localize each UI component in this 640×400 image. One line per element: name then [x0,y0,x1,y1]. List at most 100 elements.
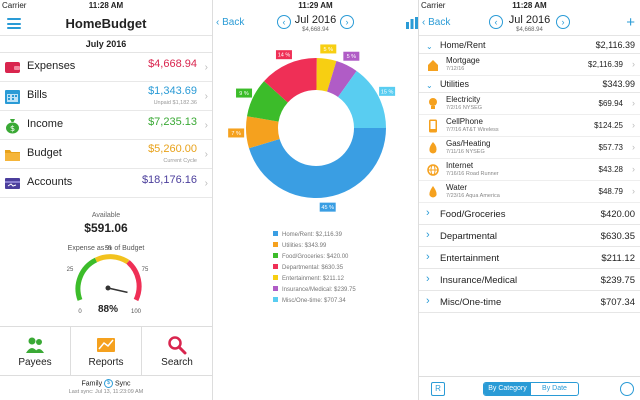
report-button[interactable]: R [431,382,445,396]
expense-item-row[interactable]: Electricity 7/2/16 NYSEG $69.94 › [419,93,640,115]
item-amount: $124.25 [594,121,623,130]
back-button[interactable]: ‹ Back [216,17,245,28]
month-label: July 2016 [0,36,212,53]
item-amount: $48.79 [598,187,623,196]
group-row[interactable]: › Departmental $630.35 [419,225,640,247]
group-row[interactable]: › Insurance/Medical $239.75 [419,269,640,291]
available-label: Available [91,212,121,219]
gauge-tick-25: 25 [67,267,74,273]
category-name: Accounts [27,176,73,188]
category-amount: $18,176.16 [141,174,197,186]
donut-slice-misc-one-time[interactable] [338,70,386,128]
slice-percent-text: 5 % [347,54,357,60]
expense-gauge: 0 25 50 75 100 88% [67,246,149,315]
expense-item-row[interactable]: Water 7/23/16 Aqua America $48.79 › [419,181,640,203]
legend-text: Insurance/Medical: $239.75 [282,287,356,293]
slice-percent-text: 5 % [324,47,334,53]
category-row-bills[interactable]: Bills $1,343.69 Unpaid $1,182.36 › [0,82,212,111]
chevron-right-icon: › [632,186,635,196]
category-subtext: Current Cycle [163,158,197,164]
segment-by-category[interactable]: By Category [484,383,531,395]
view-segmented-control: By Category By Date [483,382,579,396]
group-name: Utilities [440,79,470,89]
slice-percent-text: 45 % [321,205,334,211]
expense-item-row[interactable]: Internet 7/16/16 Road Runner $43.28 › [419,159,640,181]
group-row[interactable]: › Entertainment $211.12 [419,247,640,269]
chevron-right-icon: › [632,164,635,174]
group-row[interactable]: › Misc/One-time $707.34 [419,291,640,313]
group-amount: $343.99 [602,79,635,89]
item-amount: $2,116.39 [588,60,623,69]
legend-swatch [273,296,278,302]
next-month-icon[interactable]: › [556,15,570,29]
legend-swatch [273,252,278,258]
donut-slice-home-rent[interactable] [248,128,386,198]
slice-percent-text: 15 % [381,89,394,95]
chart-type-icon[interactable] [405,16,419,30]
category-name: Budget [27,147,62,159]
family-sync[interactable]: Family $ Sync [0,379,212,388]
item-name: Electricity [446,95,481,104]
group-row[interactable]: › Food/Groceries $420.00 [419,203,640,225]
add-expense-button[interactable]: + [626,14,635,31]
back-button[interactable]: ‹ Back [422,17,451,28]
tab-label: Search [161,357,193,368]
item-amount: $57.73 [598,143,623,152]
gear-icon[interactable] [620,382,634,396]
slice-percent-label: 15 % [379,86,396,96]
flame-icon [429,142,437,154]
donut-slice-departmental[interactable] [264,58,317,103]
legend-entry: Food/Groceries: $420.00 [273,252,356,263]
tab-payees[interactable]: Payees [0,327,71,375]
prev-month-icon[interactable]: ‹ [277,15,291,29]
legend-entry: Insurance/Medical: $239.75 [273,285,356,296]
status-bar: Carrier 11:28 AM [0,0,212,12]
category-subtext: Unpaid $1,182.36 [153,100,197,106]
legend-text: Food/Groceries: $420.00 [282,254,349,260]
next-month-icon[interactable]: › [340,15,354,29]
category-row-income[interactable]: $ Income $7,235.13 › [0,111,212,140]
slice-percent-text: 9 % [239,91,249,97]
donut-slice-insurance-medical[interactable] [327,61,357,98]
category-row-expenses[interactable]: Expenses $4,668.94 › [0,53,212,82]
category-name: Bills [27,89,48,101]
legend-swatch [273,285,278,291]
menu-icon[interactable] [7,18,21,29]
donut-slice-food-groceries[interactable] [247,81,288,122]
bottom-tab-bar: Payees Reports Search [0,326,212,376]
prev-month-icon[interactable]: ‹ [489,15,503,29]
slice-percent-label: 5 % [343,51,360,61]
category-row-budget[interactable]: Budget $5,260.00 Current Cycle › [0,140,212,169]
chevron-down-icon: ⌄ [426,81,433,90]
category-amount: $7,235.13 [148,116,197,128]
item-name: Gas/Heating [446,139,491,148]
group-row[interactable]: ⌄ Home/Rent $2,116.39 [419,37,640,54]
item-subtext: 7/23/16 Aqua America [446,193,500,199]
chevron-right-icon: › [632,98,635,108]
sync-left-label: Family [81,380,103,388]
magnifier-icon [168,336,187,355]
chart-icon [97,338,115,352]
slice-percent-label: 7 % [228,128,245,138]
slice-percent-label: 9 % [236,88,253,98]
legend-swatch [273,263,278,269]
segment-by-date[interactable]: By Date [542,385,567,392]
group-row[interactable]: ⌄ Utilities $343.99 [419,76,640,93]
item-subtext: 7/16/16 Road Runner [446,171,499,177]
donut-slice-utilities[interactable] [246,116,280,149]
month-total: $4,668.94 [516,27,543,33]
category-amount: $4,668.94 [148,58,197,70]
legend-entry: Utilities: $343.99 [273,241,356,252]
expense-item-row[interactable]: CellPhone 7/7/16 AT&T Wireless $124.25 › [419,115,640,137]
card-icon [5,178,20,189]
month-total: $4,668.94 [302,27,329,33]
item-subtext: 7/7/16 AT&T Wireless [446,127,499,133]
expense-item-row[interactable]: Mortgage 7/12/16 $2,116.39 › [419,54,640,76]
category-row-accounts[interactable]: Accounts $18,176.16 › [0,169,212,198]
tab-reports[interactable]: Reports [71,327,142,375]
tab-search[interactable]: Search [142,327,212,375]
group-name: Entertainment [440,253,500,264]
donut-slice-entertainment[interactable] [316,58,337,92]
sync-right-label: Sync [114,380,131,388]
expense-item-row[interactable]: Gas/Heating 7/11/16 NYSEG $57.73 › [419,137,640,159]
